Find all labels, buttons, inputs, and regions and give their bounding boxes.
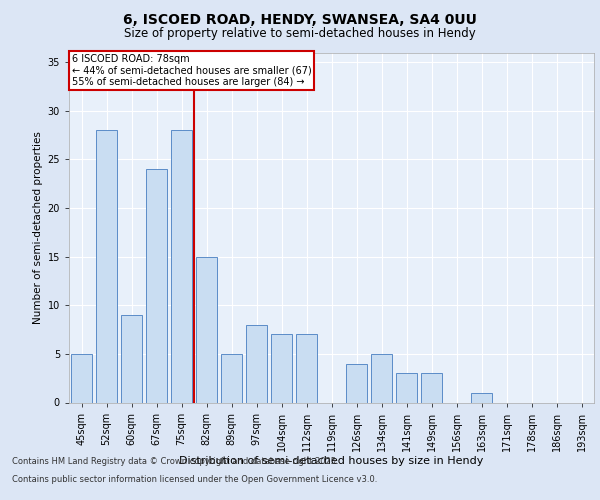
Bar: [121, 315, 142, 402]
Text: 6 ISCOED ROAD: 78sqm
← 44% of semi-detached houses are smaller (67)
55% of semi-: 6 ISCOED ROAD: 78sqm ← 44% of semi-detac…: [71, 54, 311, 88]
Text: Contains HM Land Registry data © Crown copyright and database right 2025.: Contains HM Land Registry data © Crown c…: [12, 457, 338, 466]
Text: Size of property relative to semi-detached houses in Hendy: Size of property relative to semi-detach…: [124, 28, 476, 40]
Bar: [246, 324, 267, 402]
Text: 6, ISCOED ROAD, HENDY, SWANSEA, SA4 0UU: 6, ISCOED ROAD, HENDY, SWANSEA, SA4 0UU: [123, 12, 477, 26]
Bar: [221, 354, 242, 403]
X-axis label: Distribution of semi-detached houses by size in Hendy: Distribution of semi-detached houses by …: [179, 456, 484, 466]
Bar: [71, 354, 92, 403]
Bar: [471, 393, 492, 402]
Bar: [396, 374, 417, 402]
Bar: [371, 354, 392, 403]
Text: Contains public sector information licensed under the Open Government Licence v3: Contains public sector information licen…: [12, 476, 377, 484]
Bar: [96, 130, 117, 402]
Bar: [171, 130, 192, 402]
Y-axis label: Number of semi-detached properties: Number of semi-detached properties: [34, 131, 43, 324]
Bar: [296, 334, 317, 402]
Bar: [346, 364, 367, 403]
Bar: [196, 256, 217, 402]
Bar: [421, 374, 442, 402]
Bar: [146, 169, 167, 402]
Bar: [271, 334, 292, 402]
